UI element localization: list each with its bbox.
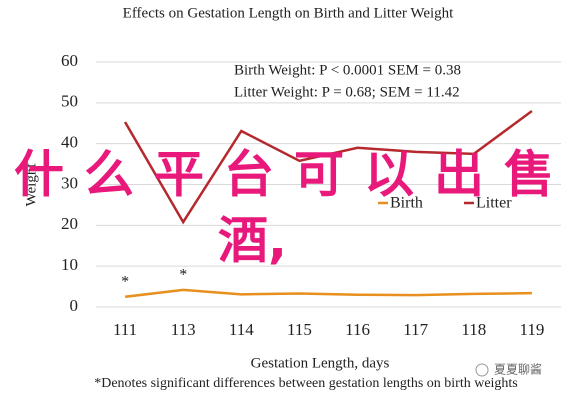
y-axis-label: Weight <box>23 163 39 207</box>
y-tick-label: 0 <box>70 296 79 315</box>
y-tick-label: 30 <box>61 173 78 192</box>
series-line <box>123 109 533 225</box>
annotation: Birth Weight: P < 0.0001 SEM = 0.38 <box>234 62 461 78</box>
y-tick-label: 60 <box>61 51 78 70</box>
x-tick-label: 117 <box>403 320 428 339</box>
legend-label: Birth <box>390 195 423 212</box>
watermark-icon <box>475 363 489 377</box>
footnote: *Denotes significant differences between… <box>94 376 518 391</box>
y-tick-label: 40 <box>61 133 78 152</box>
x-tick-label: 116 <box>345 320 370 339</box>
x-tick-label: 111 <box>113 320 137 339</box>
significance-marker: * <box>179 267 187 284</box>
x-tick-label: 113 <box>171 320 196 339</box>
chart-title: Effects on Gestation Length on Birth and… <box>123 5 454 21</box>
watermark: 夏夏聊酱 <box>494 362 542 377</box>
legend-label: Litter <box>476 195 512 212</box>
x-tick-label: 114 <box>229 320 254 339</box>
overlay-text: 酒, <box>218 212 287 270</box>
x-tick-label: 118 <box>461 320 486 339</box>
x-axis-label: Gestation Length, days <box>251 355 390 371</box>
y-tick-label: 50 <box>61 92 78 111</box>
series-line <box>124 288 532 299</box>
x-tick-label: 119 <box>520 320 545 339</box>
y-tick-label: 10 <box>61 255 78 274</box>
significance-marker: * <box>121 273 129 290</box>
annotation: Litter Weight: P = 0.68; SEM = 11.42 <box>234 84 460 100</box>
y-tick-label: 20 <box>61 214 78 233</box>
x-tick-label: 115 <box>287 320 312 339</box>
